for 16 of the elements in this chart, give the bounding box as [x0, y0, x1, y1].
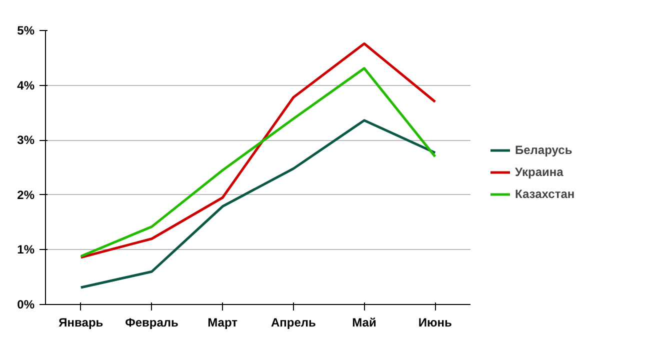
x-tick-label: Март: [208, 316, 238, 330]
y-tick-label: 2%: [17, 188, 35, 202]
legend-label: Беларусь: [515, 143, 572, 157]
x-tick-label: Апрель: [270, 316, 316, 330]
x-tick-label: Февраль: [125, 316, 178, 330]
x-tick-label: Январь: [58, 316, 104, 330]
y-tick-label: 1%: [17, 242, 35, 257]
legend-label: Украина: [515, 165, 564, 179]
y-tick-label: 5%: [17, 24, 35, 38]
y-tick-label: 4%: [17, 78, 35, 92]
x-tick-label: Июнь: [418, 316, 452, 330]
x-tick-label: Май: [352, 316, 376, 330]
legend-label: Казахстан: [515, 187, 575, 201]
line-series: [80, 119, 436, 289]
y-tick-label: 0%: [17, 298, 35, 312]
y-tick-label: 3%: [17, 133, 35, 148]
